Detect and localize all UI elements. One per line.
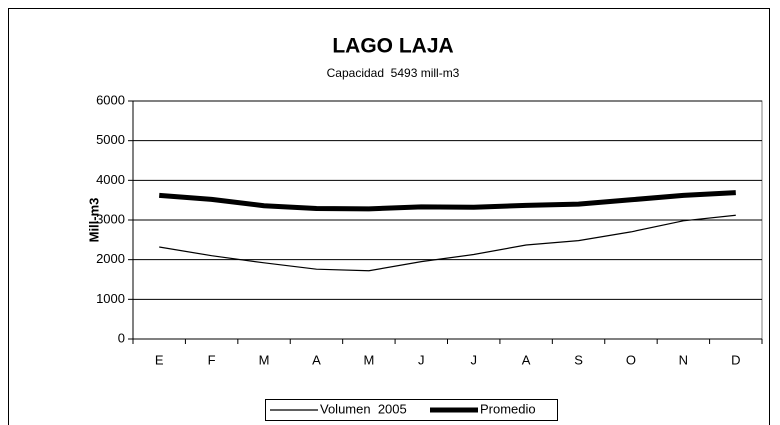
y-tick-label: 1000 [96, 291, 125, 306]
x-tick-label: J [418, 352, 425, 367]
y-tick-label: 6000 [96, 92, 125, 107]
x-tick-label: J [470, 352, 477, 367]
x-tick-label: S [574, 352, 583, 367]
chart-title: LAGO LAJA [332, 35, 453, 58]
x-tick-label: M [259, 352, 270, 367]
x-tick-label: F [208, 352, 216, 367]
y-tick-label: 3000 [96, 211, 125, 226]
x-tick-label: M [363, 352, 374, 367]
x-tick-label: O [626, 352, 636, 367]
line-series [159, 190, 736, 212]
y-tick-label: 2000 [96, 251, 125, 266]
y-tick-label: 0 [118, 330, 125, 345]
y-tick-label: 4000 [96, 172, 125, 187]
x-tick-label: A [522, 352, 531, 367]
legend [265, 399, 558, 421]
line-series [159, 214, 736, 272]
x-tick-label: E [155, 352, 164, 367]
y-tick-label: 5000 [96, 132, 125, 147]
x-tick-label: A [312, 352, 321, 367]
x-tick-label: D [731, 352, 740, 367]
y-axis-label: Mill-m3 [86, 198, 101, 243]
chart-subtitle: Capacidad 5493 mill-m3 [327, 66, 460, 80]
x-tick-label: N [679, 352, 688, 367]
legend-label: Volumen 2005 [320, 401, 407, 416]
legend-label: Promedio [480, 401, 536, 416]
